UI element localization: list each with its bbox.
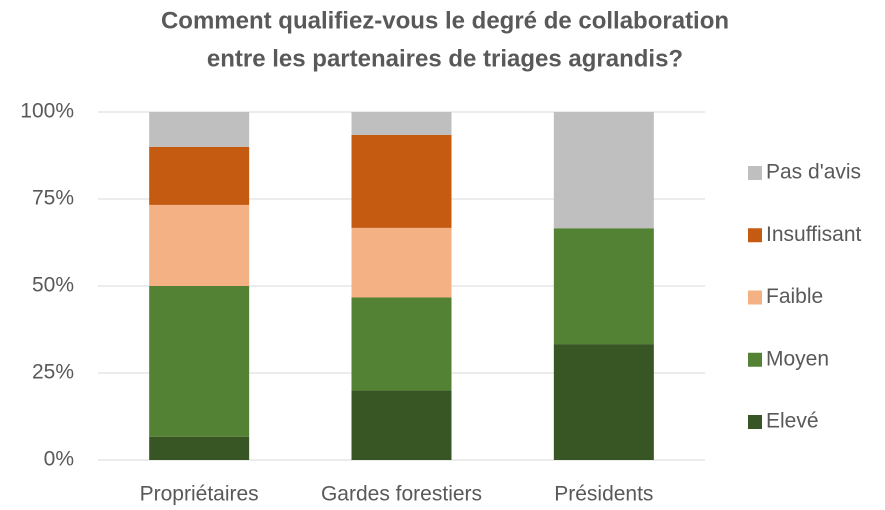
legend-label: Moyen (766, 347, 829, 370)
chart-title: entre les partenaires de triages agrandi… (207, 45, 683, 72)
x-tick-label: Gardes forestiers (321, 483, 482, 506)
bar-segment (149, 436, 250, 460)
legend-label: Faible (766, 285, 823, 308)
legend-label: Insuffisant (766, 223, 862, 246)
bar-segment (351, 297, 452, 391)
legend-label: Elevé (766, 410, 819, 433)
y-tick-label: 100% (20, 100, 74, 123)
legend-swatch (748, 352, 762, 367)
legend-swatch (748, 228, 762, 243)
x-tick-label: Présidents (554, 483, 653, 506)
legend-swatch (748, 166, 762, 180)
bar-segment (149, 286, 250, 437)
bar-segment (351, 227, 452, 298)
x-tick-label: Propriétaires (140, 483, 259, 506)
y-tick-label: 75% (32, 187, 74, 210)
bar-segment (553, 228, 654, 345)
bar-segment (351, 112, 452, 135)
y-tick-label: 50% (32, 274, 74, 297)
legend-swatch (748, 415, 762, 429)
bar-segment (351, 390, 452, 460)
legend-swatch (748, 290, 762, 305)
bar-segment (149, 112, 250, 147)
y-tick-label: 0% (44, 448, 74, 471)
bar-segment (149, 204, 250, 286)
bar-segment (553, 344, 654, 460)
bar-segment (149, 146, 250, 205)
legend-label: Pas d'avis (766, 161, 861, 184)
bar-segment (553, 112, 654, 229)
bar-segment (351, 134, 452, 228)
chart-title: Comment qualifiez-vous le degré de colla… (161, 7, 729, 34)
y-tick-label: 25% (32, 361, 74, 384)
